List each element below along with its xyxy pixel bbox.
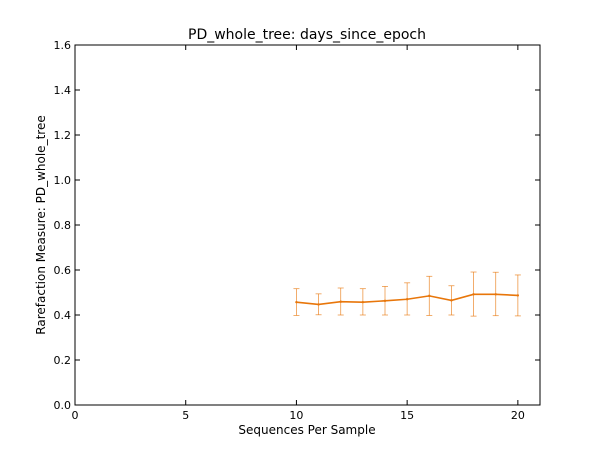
data-point	[494, 293, 497, 296]
chart-title: PD_whole_tree: days_since_epoch	[188, 27, 426, 43]
y-tick-label: 0.8	[54, 219, 72, 232]
x-tick-label: 5	[182, 409, 189, 422]
y-tick-label: 1.6	[54, 39, 72, 52]
x-tick-label: 10	[289, 409, 303, 422]
data-point	[428, 294, 431, 298]
data-point	[317, 303, 320, 306]
data-point	[361, 300, 365, 304]
y-tick-label: 0.6	[54, 264, 72, 277]
axis-ticks: 0 5 10 15 20 0.0 0.2 0.4 0.6 0.8 1.0 1.2 1.4 1.6	[54, 39, 540, 422]
series-layer	[293, 271, 521, 317]
data-point	[472, 293, 475, 296]
x-tick-label: 20	[511, 409, 525, 422]
x-tick-label: 15	[400, 409, 414, 422]
data-point	[383, 299, 387, 303]
x-axis-label: Sequences Per Sample	[238, 423, 375, 437]
plot-area-frame	[74, 44, 541, 406]
data-point	[516, 294, 520, 297]
y-tick-label: 0.2	[54, 354, 72, 367]
data-point	[295, 300, 298, 304]
data-point	[450, 299, 453, 302]
y-tick-label: 1.4	[54, 84, 72, 97]
y-tick-label: 0.0	[54, 399, 72, 412]
y-tick-label: 0.4	[54, 309, 72, 322]
x-tick-label: 0	[72, 409, 79, 422]
y-tick-label: 1.2	[54, 129, 72, 142]
data-point	[339, 300, 342, 303]
y-axis-label: Rarefaction Measure: PD_whole_tree	[34, 115, 48, 334]
data-point	[405, 298, 409, 301]
y-tick-label: 1.0	[54, 174, 72, 187]
